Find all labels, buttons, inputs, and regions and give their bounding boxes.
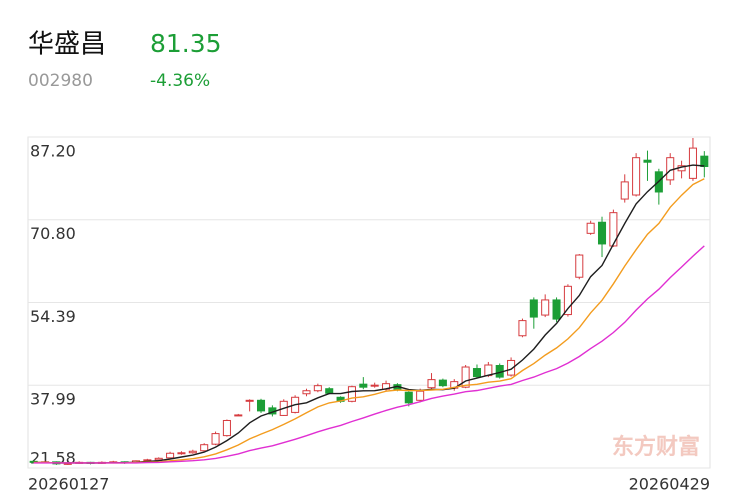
candle-body bbox=[427, 379, 436, 389]
candle-body bbox=[529, 299, 538, 318]
candle-body bbox=[166, 452, 175, 459]
candle-body bbox=[222, 419, 231, 437]
candle-body bbox=[632, 157, 641, 196]
candle-body bbox=[177, 452, 186, 455]
candle-body bbox=[552, 299, 561, 320]
candle-body bbox=[200, 444, 209, 452]
candle-body bbox=[643, 159, 652, 163]
candle-body bbox=[563, 285, 572, 316]
candle-body bbox=[575, 254, 584, 278]
candle-body bbox=[416, 390, 425, 401]
stock-price: 81.35 bbox=[150, 29, 222, 58]
stock-code: 002980 bbox=[28, 71, 93, 91]
candle-body bbox=[586, 222, 595, 234]
x-tick-label: 20260429 bbox=[629, 475, 710, 494]
candle-body bbox=[211, 433, 220, 445]
moving-average-line bbox=[33, 164, 705, 464]
candle-body bbox=[245, 399, 254, 402]
candle-body bbox=[347, 386, 356, 402]
candle-body bbox=[518, 320, 527, 337]
candle-body bbox=[438, 379, 447, 387]
stock-name: 华盛昌 bbox=[28, 30, 106, 60]
candle-body bbox=[688, 147, 697, 179]
y-tick-label: 37.99 bbox=[30, 390, 76, 409]
price-change: -4.36% bbox=[150, 71, 210, 91]
candle-body bbox=[154, 457, 163, 461]
candle-body bbox=[620, 181, 629, 200]
y-tick-label: 54.39 bbox=[30, 307, 76, 326]
candle-body bbox=[313, 385, 322, 392]
watermark: 东方财富 bbox=[612, 434, 700, 460]
candle-body bbox=[472, 368, 482, 378]
candle-body bbox=[234, 414, 243, 417]
candle-body bbox=[256, 399, 266, 412]
candle-body bbox=[609, 212, 618, 247]
candle-body bbox=[188, 450, 197, 454]
y-tick-label: 70.80 bbox=[30, 224, 76, 243]
candle-body bbox=[370, 384, 379, 387]
candle-body bbox=[507, 359, 516, 376]
candle-body bbox=[666, 157, 675, 181]
candle-body bbox=[541, 299, 550, 316]
moving-average-line bbox=[33, 178, 705, 464]
candle-body bbox=[302, 390, 311, 395]
candle-body bbox=[359, 383, 368, 388]
moving-average-line bbox=[33, 245, 705, 464]
candle-body bbox=[597, 221, 607, 245]
candle-body bbox=[404, 391, 413, 404]
x-tick-label: 20260127 bbox=[28, 475, 109, 494]
candle-body bbox=[700, 155, 709, 168]
candle-body bbox=[461, 366, 470, 388]
candle-body bbox=[325, 388, 334, 394]
y-tick-label: 87.20 bbox=[30, 142, 76, 161]
